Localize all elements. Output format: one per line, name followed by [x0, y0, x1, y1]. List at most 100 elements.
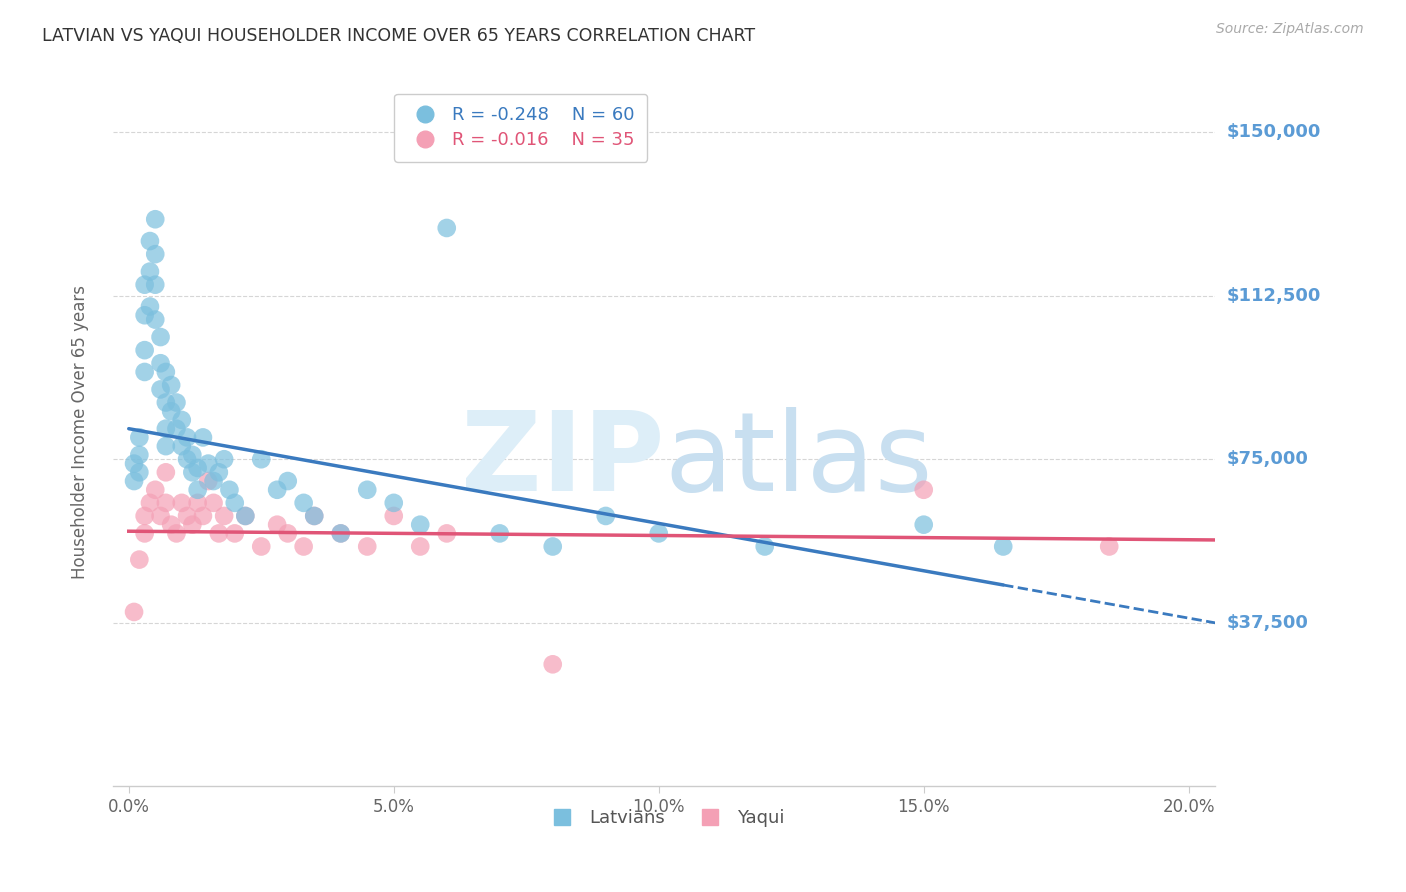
Point [202, 496, 225, 510]
Point [233, 508, 256, 523]
Point [912, 517, 935, 532]
Point [187, 483, 209, 497]
Point [595, 508, 617, 523]
Point [648, 526, 671, 541]
Point [165, 526, 187, 541]
Point [134, 343, 156, 358]
Point [128, 430, 150, 444]
Point [176, 430, 198, 444]
Point [224, 496, 246, 510]
Text: atlas: atlas [664, 407, 932, 514]
Point [122, 474, 145, 488]
Point [329, 526, 352, 541]
Point [187, 496, 209, 510]
Point [197, 474, 219, 488]
Point [155, 395, 177, 409]
Point [356, 483, 378, 497]
Point [155, 466, 177, 480]
Point [139, 264, 162, 278]
Point [277, 474, 299, 488]
Point [128, 466, 150, 480]
Point [191, 430, 214, 444]
Point [176, 452, 198, 467]
Point [382, 508, 405, 523]
Point [292, 496, 315, 510]
Point [202, 474, 225, 488]
Point [139, 496, 162, 510]
Point [160, 517, 183, 532]
Point [170, 439, 193, 453]
Point [233, 508, 256, 523]
Text: Source: ZipAtlas.com: Source: ZipAtlas.com [1216, 22, 1364, 37]
Point [224, 526, 246, 541]
Point [181, 448, 204, 462]
Point [212, 452, 235, 467]
Text: ZIP: ZIP [461, 407, 664, 514]
Point [993, 540, 1015, 554]
Point [128, 448, 150, 462]
Point [128, 552, 150, 566]
Text: $75,000: $75,000 [1226, 450, 1308, 468]
Point [277, 526, 299, 541]
Point [356, 540, 378, 554]
Point [382, 496, 405, 510]
Point [488, 526, 510, 541]
Point [191, 508, 214, 523]
Point [170, 496, 193, 510]
Point [181, 517, 204, 532]
Point [165, 395, 187, 409]
Point [181, 466, 204, 480]
Point [266, 517, 288, 532]
Point [143, 312, 166, 326]
Point [155, 439, 177, 453]
Point [266, 483, 288, 497]
Point [541, 657, 564, 672]
Point [436, 221, 458, 235]
Text: LATVIAN VS YAQUI HOUSEHOLDER INCOME OVER 65 YEARS CORRELATION CHART: LATVIAN VS YAQUI HOUSEHOLDER INCOME OVER… [42, 27, 755, 45]
Text: $37,500: $37,500 [1226, 614, 1308, 632]
Point [250, 452, 273, 467]
Point [143, 483, 166, 497]
Point [292, 540, 315, 554]
Point [208, 466, 231, 480]
Point [208, 526, 231, 541]
Point [304, 508, 326, 523]
Legend: Latvians, Yaqui: Latvians, Yaqui [537, 802, 792, 834]
Point [436, 526, 458, 541]
Point [143, 277, 166, 292]
Point [134, 508, 156, 523]
Point [149, 383, 172, 397]
Point [134, 308, 156, 322]
Point [160, 404, 183, 418]
Text: $112,500: $112,500 [1226, 286, 1320, 304]
Point [212, 508, 235, 523]
Point [1098, 540, 1121, 554]
Point [165, 422, 187, 436]
Point [155, 496, 177, 510]
Point [304, 508, 326, 523]
Point [155, 365, 177, 379]
Point [754, 540, 776, 554]
Point [149, 330, 172, 344]
Point [218, 483, 240, 497]
Point [139, 234, 162, 248]
Point [143, 247, 166, 261]
Point [170, 413, 193, 427]
Point [912, 483, 935, 497]
Point [122, 457, 145, 471]
Point [250, 540, 273, 554]
Point [409, 517, 432, 532]
Point [122, 605, 145, 619]
Point [187, 461, 209, 475]
Point [134, 365, 156, 379]
Point [134, 526, 156, 541]
Point [149, 508, 172, 523]
Point [139, 300, 162, 314]
Point [155, 422, 177, 436]
Y-axis label: Householder Income Over 65 years: Householder Income Over 65 years [72, 285, 89, 579]
Point [149, 356, 172, 370]
Point [160, 378, 183, 392]
Point [329, 526, 352, 541]
Point [409, 540, 432, 554]
Point [143, 212, 166, 227]
